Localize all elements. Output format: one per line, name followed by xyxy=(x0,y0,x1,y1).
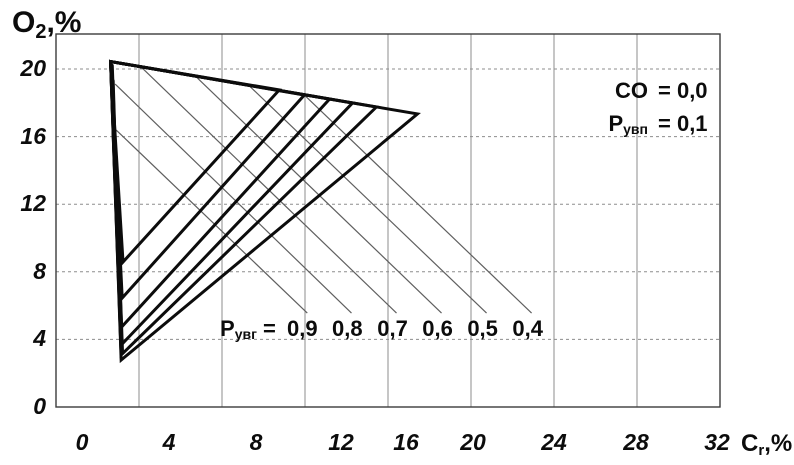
x-axis-title-suffix: ,% xyxy=(764,430,793,457)
x-tick-label: 4 xyxy=(162,429,176,455)
leader-line xyxy=(248,85,487,314)
condition-co-line: CO = 0,0 xyxy=(586,80,708,102)
puvp-subscript: увп xyxy=(623,121,648,137)
x-axis-title-main: C xyxy=(741,430,759,457)
leader-line xyxy=(114,83,352,314)
p-uvg-value-label: 0,8 xyxy=(332,316,363,341)
y-axis-title-suffix: ,% xyxy=(46,6,82,39)
plot-frame xyxy=(55,33,721,408)
condition-puvp-label: Рувп xyxy=(608,111,648,137)
x-tick-label: 28 xyxy=(623,429,649,455)
x-axis-title: Cr,% xyxy=(741,430,792,459)
leader-line xyxy=(115,129,308,314)
y-tick-label: 4 xyxy=(33,325,46,352)
leader-lines-layer xyxy=(114,66,533,314)
p-uvg-value-label: 0,7 xyxy=(377,316,408,341)
x-tick-label: 20 xyxy=(460,429,486,455)
condition-puvp-line: Рувп = 0,1 xyxy=(586,111,708,137)
triangle-family xyxy=(108,59,421,364)
p-uvg-value-label: 0,4 xyxy=(512,316,543,341)
leader-line xyxy=(303,94,533,314)
x-tick-label: 16 xyxy=(393,429,419,455)
y-tick-label: 20 xyxy=(20,55,46,81)
x-tick-label: 0 xyxy=(75,429,89,455)
p-uvg-triangle xyxy=(108,59,333,331)
y-tick-label: 12 xyxy=(20,190,46,217)
condition-co-label: CO xyxy=(615,78,648,103)
condition-co-value: = 0,0 xyxy=(658,78,708,103)
p-uvg-value-label: 0,9 xyxy=(287,316,318,341)
y-axis-title-main: O xyxy=(12,6,36,39)
x-tick-label: 12 xyxy=(328,429,354,455)
family-label-prefix: Рувг = xyxy=(220,316,276,342)
p-uvg-value-label: 0,5 xyxy=(467,316,498,341)
x-tick-label: 32 xyxy=(704,429,730,455)
cr-subscript: r xyxy=(758,442,765,459)
p-uvg-triangle xyxy=(109,59,356,349)
condition-puvp-value: = 0,1 xyxy=(658,111,708,136)
y-tick-label: 8 xyxy=(33,257,46,284)
p-uvg-triangle xyxy=(108,59,308,302)
puvg-subscript: увг xyxy=(234,326,257,342)
left-edge-band xyxy=(111,79,123,348)
y-tick-label: 0 xyxy=(33,393,46,419)
y-axis-title: O2,% xyxy=(12,6,81,44)
y-tick-label: 16 xyxy=(20,122,46,149)
x-tick-label: 24 xyxy=(541,429,567,455)
x-tick-label: 8 xyxy=(249,429,263,455)
p-uvg-value-label: 0,6 xyxy=(422,316,453,341)
o2-subscript: 2 xyxy=(35,21,47,43)
